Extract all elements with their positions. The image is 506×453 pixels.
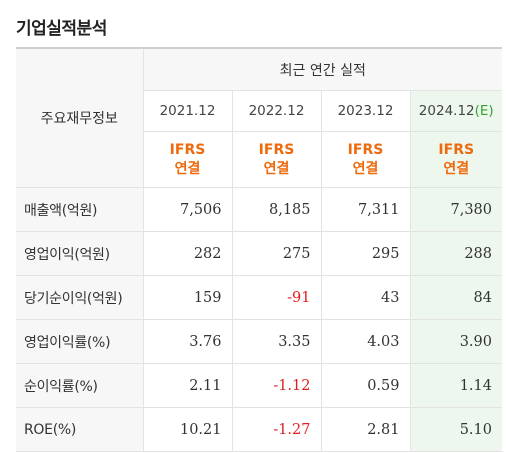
year-header-row: 2021.12 2022.12 2023.12 2024.12(E) (16, 90, 502, 132)
table-cell: 7,311 (321, 187, 411, 232)
table-cell: 275 (232, 231, 322, 276)
group-label: 최근 연간 실적 (143, 47, 502, 91)
table-cell: 8,185 (232, 187, 322, 232)
row-label: 순이익률(%) (16, 363, 144, 408)
table-cell: 10.21 (143, 407, 233, 452)
row-label: 영업이익(억원) (16, 231, 144, 276)
table-cell-estimate: 84 (410, 275, 502, 320)
table-cell-estimate: 5.10 (410, 407, 502, 452)
ifrs-label: IFRS 연결 (143, 131, 233, 188)
table-cell: 3.35 (232, 319, 322, 364)
table-cell: -91 (232, 275, 322, 320)
financial-table: 주요재무정보 최근 연간 실적 2021.12 2022.12 2023.12 … (16, 47, 502, 452)
table-cell: 159 (143, 275, 233, 320)
year-header-estimate: 2024.12(E) (410, 90, 502, 132)
ifrs-label: IFRS 연결 (232, 131, 322, 188)
table-cell-estimate: 3.90 (410, 319, 502, 364)
standard-header-row: IFRS 연결 IFRS 연결 IFRS 연결 IFRS 연결 (16, 131, 502, 188)
section-title: 기업실적분석 (16, 19, 107, 39)
table-cell: 2.81 (321, 407, 411, 452)
row-label: 당기순이익(억원) (16, 275, 144, 320)
ifrs-label: IFRS 연결 (321, 131, 411, 188)
table-cell: -1.27 (232, 407, 322, 452)
table-row: 영업이익률(%) 3.76 3.35 4.03 3.90 (16, 319, 502, 364)
table-cell-estimate: 1.14 (410, 363, 502, 408)
table-row: 순이익률(%) 2.11 -1.12 0.59 1.14 (16, 363, 502, 408)
table-row: 당기순이익(억원) 159 -91 43 84 (16, 275, 502, 320)
table-cell: 295 (321, 231, 411, 276)
table-cell: 7,506 (143, 187, 233, 232)
ifrs-label-estimate: IFRS 연결 (410, 131, 502, 188)
table-cell: 282 (143, 231, 233, 276)
table-cell: 2.11 (143, 363, 233, 408)
table-cell: 0.59 (321, 363, 411, 408)
table-cell: 43 (321, 275, 411, 320)
table-row: ROE(%) 10.21 -1.27 2.81 5.10 (16, 407, 502, 452)
table-cell: 4.03 (321, 319, 411, 364)
estimate-mark: (E) (474, 103, 494, 119)
row-label: 영업이익률(%) (16, 319, 144, 364)
table-row: 매출액(억원) 7,506 8,185 7,311 7,380 (16, 187, 502, 232)
year-header: 2022.12 (232, 90, 322, 132)
table-cell-estimate: 288 (410, 231, 502, 276)
year-header: 2021.12 (143, 90, 233, 132)
table-cell: 3.76 (143, 319, 233, 364)
table-row: 영업이익(억원) 282 275 295 288 (16, 231, 502, 276)
row-label: ROE(%) (16, 407, 144, 452)
row-label: 매출액(억원) (16, 187, 144, 232)
table-cell-estimate: 7,380 (410, 187, 502, 232)
table-cell: -1.12 (232, 363, 322, 408)
group-header-row: 주요재무정보 최근 연간 실적 (16, 47, 502, 188)
corner-label: 주요재무정보 (16, 47, 144, 188)
year-header: 2023.12 (321, 90, 411, 132)
